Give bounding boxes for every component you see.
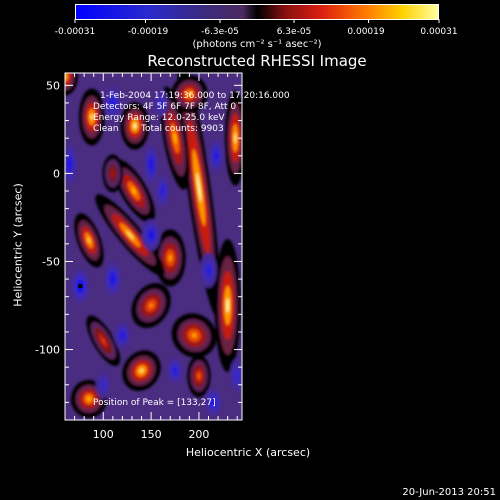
negative-residual [95,370,111,399]
emission-source [171,313,217,358]
intensity-contour [131,187,137,195]
intensity-contour [111,276,115,282]
colorbar-tick-label: 0.00031 [420,27,458,37]
colorbar-unit-label: (photons cm⁻² s⁻¹ asec⁻²) [192,39,322,50]
intensity-contour [149,161,153,168]
intensity-contour [126,230,134,240]
intensity-contour [148,303,154,309]
emission-source [95,194,165,276]
intensity-contour [86,396,91,401]
intensity-contour [161,188,164,194]
intensity-contour [207,267,210,273]
colorbar-tick-label: -0.00031 [54,27,96,37]
intensity-contour [197,373,201,379]
time-range-annotation: 1-Feb-2004 17:19:36.000 to 17:20:16.000 [100,91,290,101]
intensity-contour [102,382,105,387]
emission-source [122,350,161,392]
intensity-contour [90,113,94,121]
x-tick-label: 150 [141,428,162,441]
emission-source [112,159,155,223]
emission-source [214,238,241,373]
x-axis-label: Heliocentric X (arcsec) [185,446,311,459]
colorbar-tick-label: 0.00019 [347,27,385,37]
negative-residual [65,143,78,186]
peak-position-annotation: Position of Peak = [133,27] [93,398,216,408]
intensity-contour [215,153,218,159]
detectors-annotation: Detectors: 4F 5F 6F 7F 8F, Att 0 [93,102,237,112]
chart-title: Reconstructed RHESSI Image [147,52,367,70]
method-annotation: Clean [93,124,119,134]
intensity-contour [111,171,114,176]
intensity-contour [68,161,71,168]
emission-source [177,73,221,318]
negative-residual [153,88,169,118]
emission-source [102,154,124,193]
negative-residual [113,321,132,350]
negative-residual [103,85,123,121]
negative-residual [208,138,224,174]
total-counts-annotation: Total counts: 9903 [141,124,224,134]
emission-source [86,315,121,366]
intensity-contour [191,332,197,338]
intensity-contour [226,298,230,313]
y-tick-label: -50 [42,255,60,268]
colorbar-tick-label: -6.3e-05 [201,27,239,37]
x-tick-label: 200 [188,428,209,441]
x-tick-label: 100 [93,428,114,441]
y-tick-label: 0 [53,167,60,180]
intensity-contour [87,237,91,244]
negative-residual [104,261,122,297]
plot-frame [64,72,243,421]
emission-source [74,213,104,268]
intensity-contour [173,368,177,373]
colorbar-tick-label: 6.3e-05 [276,27,312,37]
colorbar-tick-label: -0.00019 [127,27,169,37]
intensity-contour [159,100,162,106]
intensity-contour [121,333,124,338]
intensity-contour [101,337,106,344]
negative-residual [204,388,222,417]
intensity-contour [139,368,144,373]
negative-residual [199,252,218,288]
intensity-contour [187,92,192,97]
colorbar [75,4,439,20]
emission-source [78,88,105,146]
minimum-marker [78,284,83,289]
y-tick-label: 50 [46,79,60,92]
emission-source [187,354,211,398]
negative-residual [166,356,184,385]
emission-source [65,73,78,96]
emission-source [154,229,186,287]
emission-source [120,102,150,150]
intensity-contour [173,132,177,144]
negative-residual [154,173,171,209]
y-tick-label: -100 [35,344,60,357]
intensity-contour [111,100,115,106]
negative-residual [229,358,242,394]
emission-source [171,75,208,114]
intensity-contour [212,400,215,405]
intensity-contour [168,254,172,262]
energy-range-annotation: Energy Range: 12.0-25.0 keV [93,113,225,123]
intensity-contour [149,232,153,238]
footer-date: 20-Jun-2013 20:51 [402,487,496,498]
emission-source [160,86,190,190]
emission-source [131,283,171,328]
intensity-contour [234,132,237,144]
intensity-contour [236,373,239,379]
negative-residual [141,219,161,251]
y-axis-label: Heliocentric Y (arcsec) [11,183,25,307]
negative-residual [143,143,159,186]
intensity-contour [196,173,202,202]
intensity-contour [133,123,137,129]
